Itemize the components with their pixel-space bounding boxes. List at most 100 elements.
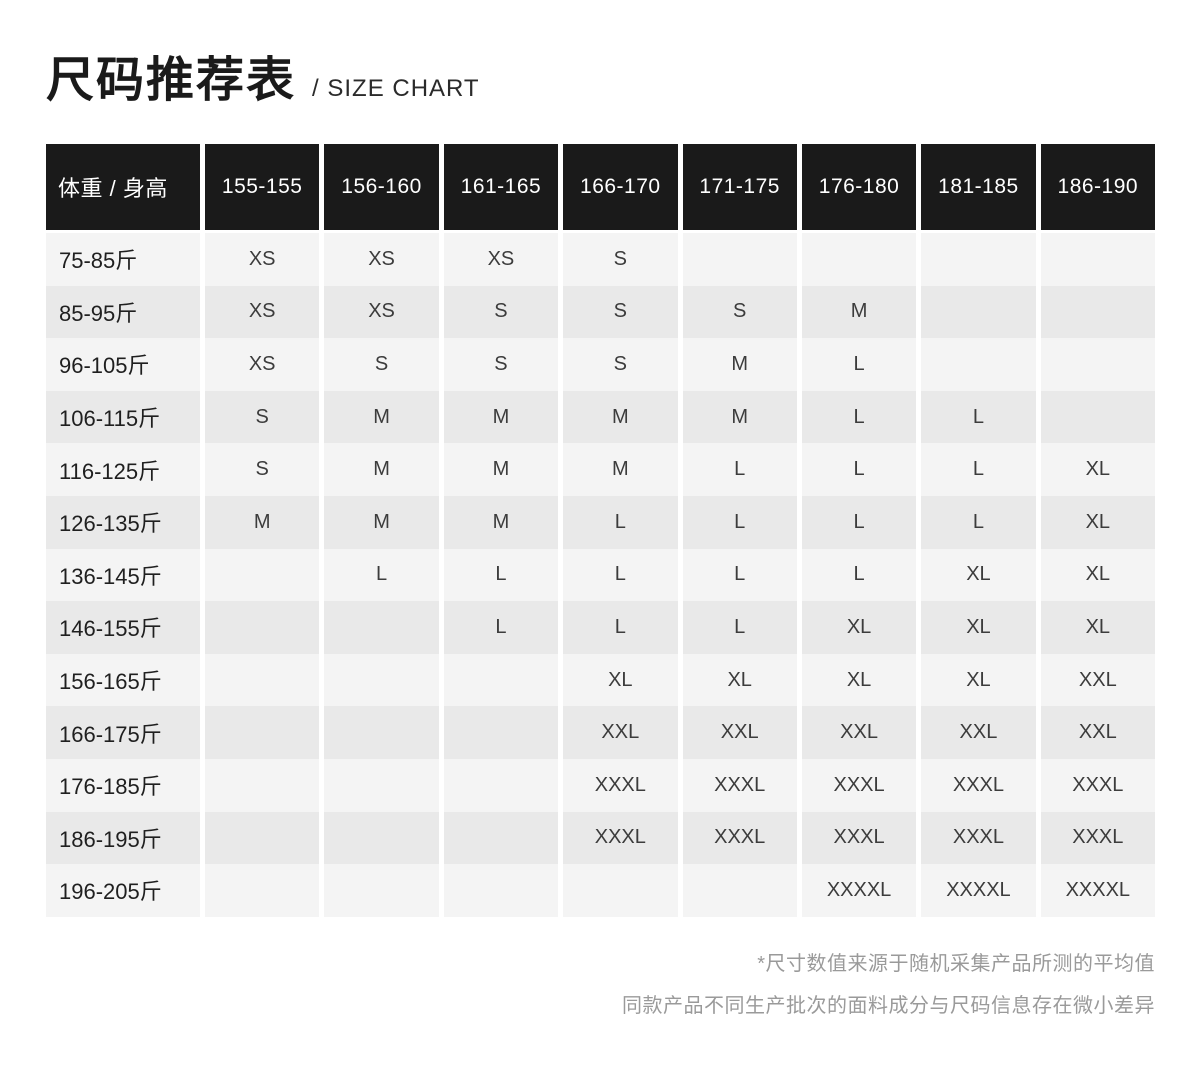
size-cell bbox=[563, 864, 678, 917]
size-cell: XXL bbox=[1040, 653, 1155, 707]
size-cell: XS bbox=[205, 285, 320, 339]
weight-label: 176-185斤 bbox=[46, 758, 200, 812]
size-cell bbox=[443, 653, 559, 707]
size-cell: XL bbox=[563, 653, 678, 707]
size-cell: S bbox=[563, 285, 678, 339]
table-row: 116-125斤 S M M M L L L XL bbox=[46, 443, 1155, 496]
weight-label: 156-165斤 bbox=[46, 653, 200, 707]
size-cell bbox=[801, 233, 917, 286]
size-cell: M bbox=[205, 495, 320, 549]
size-cell bbox=[205, 811, 320, 865]
size-cell: XL bbox=[1040, 548, 1155, 602]
page-title: 尺码推荐表 bbox=[46, 54, 297, 107]
note-line-1: *尺寸数值来源于随机采集产品所测的平均值 bbox=[757, 953, 1155, 975]
size-cell bbox=[324, 811, 439, 865]
size-cell: XXXXL bbox=[921, 864, 1036, 917]
weight-label: 96-105斤 bbox=[46, 338, 200, 391]
weight-label: 106-115斤 bbox=[46, 390, 200, 444]
size-cell: L bbox=[682, 443, 797, 496]
size-cell: M bbox=[563, 443, 678, 496]
size-cell: M bbox=[324, 443, 439, 496]
size-cell: L bbox=[801, 390, 917, 444]
size-cell: L bbox=[443, 601, 559, 654]
size-cell: XS bbox=[205, 338, 320, 391]
note-line-2: 同款产品不同生产批次的面料成分与尺码信息存在微小差异 bbox=[622, 995, 1155, 1017]
size-cell: M bbox=[443, 495, 559, 549]
table-row: 166-175斤 XXL XXL XXL XXL XXL bbox=[46, 706, 1155, 759]
size-cell: XXXXL bbox=[1040, 864, 1155, 917]
size-cell: M bbox=[682, 338, 797, 391]
size-cell: XXL bbox=[921, 706, 1036, 759]
header-cell-weight-height: 体重 / 身高 bbox=[46, 144, 200, 230]
table-row: 156-165斤 XL XL XL XL XXL bbox=[46, 653, 1155, 707]
weight-label: 75-85斤 bbox=[46, 233, 200, 286]
size-cell: XL bbox=[921, 601, 1036, 654]
table-row: 146-155斤 L L L XL XL XL bbox=[46, 601, 1155, 654]
size-cell: XL bbox=[1040, 443, 1155, 496]
size-cell: M bbox=[801, 285, 917, 339]
header-cell-height-range-3: 161-165 bbox=[443, 144, 559, 230]
size-cell bbox=[443, 758, 559, 812]
size-cell: XXXL bbox=[1040, 811, 1155, 865]
size-cell: L bbox=[801, 338, 917, 391]
weight-label: 146-155斤 bbox=[46, 601, 200, 654]
size-cell: L bbox=[682, 548, 797, 602]
size-cell: XXL bbox=[563, 706, 678, 759]
weight-label: 186-195斤 bbox=[46, 811, 200, 865]
size-cell bbox=[205, 758, 320, 812]
size-cell: XXL bbox=[801, 706, 917, 759]
size-cell: L bbox=[682, 601, 797, 654]
table-row: 176-185斤 XXXL XXXL XXXL XXXL XXXL bbox=[46, 758, 1155, 812]
size-cell: XL bbox=[801, 653, 917, 707]
size-cell bbox=[205, 706, 320, 759]
size-cell: S bbox=[563, 338, 678, 391]
size-cell: L bbox=[801, 495, 917, 549]
page-subtitle: / SIZE CHART bbox=[312, 75, 480, 102]
size-cell bbox=[443, 706, 559, 759]
size-cell: XL bbox=[682, 653, 797, 707]
size-cell: XS bbox=[324, 233, 439, 286]
size-cell: M bbox=[563, 390, 678, 444]
size-cell: M bbox=[324, 390, 439, 444]
size-cell: L bbox=[563, 601, 678, 654]
size-cell: XS bbox=[324, 285, 439, 339]
size-cell: XXXL bbox=[1040, 758, 1155, 812]
size-cell: XS bbox=[443, 233, 559, 286]
size-cell: S bbox=[443, 338, 559, 391]
size-cell: L bbox=[324, 548, 439, 602]
size-cell bbox=[1040, 338, 1155, 391]
footer-notes: *尺寸数值来源于随机采集产品所测的平均值 同款产品不同生产批次的面料成分与尺码信… bbox=[622, 950, 1155, 1034]
size-cell: M bbox=[324, 495, 439, 549]
size-cell: S bbox=[205, 443, 320, 496]
size-cell bbox=[324, 601, 439, 654]
size-cell: XXXL bbox=[682, 758, 797, 812]
table-body: 75-85斤 XS XS XS S 85-95斤 XS XS S S S M 96-105斤 XS S S S M… bbox=[46, 233, 1155, 917]
size-cell: XL bbox=[801, 601, 917, 654]
size-cell bbox=[1040, 390, 1155, 444]
size-cell: XS bbox=[205, 233, 320, 286]
size-chart-table: 体重 / 身高 155-155 156-160 161-165 166-170 171-1… bbox=[46, 144, 1155, 917]
size-cell bbox=[324, 653, 439, 707]
size-cell bbox=[205, 653, 320, 707]
size-cell bbox=[921, 285, 1036, 339]
size-cell: S bbox=[563, 233, 678, 286]
size-cell bbox=[205, 548, 320, 602]
size-cell bbox=[921, 338, 1036, 391]
table-row: 96-105斤 XS S S S M L bbox=[46, 338, 1155, 391]
size-cell: XL bbox=[921, 653, 1036, 707]
size-cell: M bbox=[443, 390, 559, 444]
header-cell-height-range-2: 156-160 bbox=[324, 144, 439, 230]
size-cell: S bbox=[443, 285, 559, 339]
size-cell bbox=[443, 864, 559, 917]
size-cell: M bbox=[443, 443, 559, 496]
size-cell bbox=[921, 233, 1036, 286]
size-cell: L bbox=[801, 548, 917, 602]
size-cell: S bbox=[324, 338, 439, 391]
size-cell: XXXL bbox=[682, 811, 797, 865]
size-cell: XL bbox=[1040, 495, 1155, 549]
size-cell: L bbox=[921, 443, 1036, 496]
size-cell: XXXL bbox=[801, 811, 917, 865]
table-row: 196-205斤 XXXXL XXXXL XXXXL bbox=[46, 864, 1155, 917]
table-header-row: 体重 / 身高 155-155 156-160 161-165 166-170 171-1… bbox=[46, 144, 1155, 230]
size-cell: XXXL bbox=[563, 758, 678, 812]
